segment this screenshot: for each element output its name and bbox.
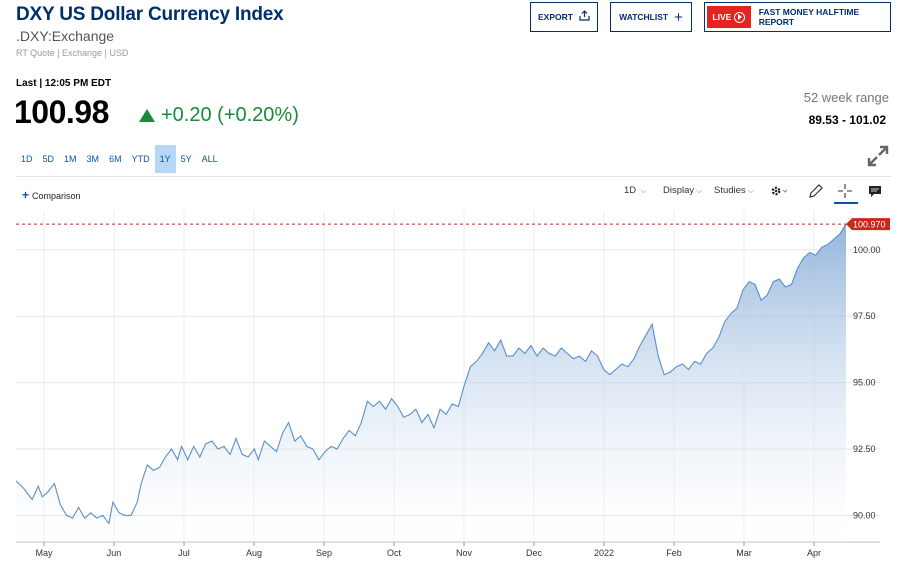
x-tick-label: Mar <box>736 548 752 558</box>
interval-select[interactable]: 1D ⌵ <box>624 185 647 196</box>
last-price: 100.98 <box>14 94 109 130</box>
range-value: 89.53 - 101.02 <box>808 113 886 127</box>
timeframe-1y[interactable]: 1Y <box>154 145 176 173</box>
timeframe-3m[interactable]: 3M <box>86 154 100 164</box>
range-label: 52 week range <box>803 90 889 105</box>
timeframe-5y[interactable]: 5Y <box>180 154 192 164</box>
last-time-label: Last | 12:05 PM EDT <box>16 78 112 89</box>
live-badge: LIVE <box>707 6 751 28</box>
timeframe-5d[interactable]: 5D <box>42 154 55 164</box>
live-show-label: FAST MONEY HALFTIME REPORT <box>758 7 860 27</box>
price-change: +0.20 (+0.20%) <box>139 104 299 127</box>
x-tick-label: Apr <box>807 548 821 558</box>
price-change-value: +0.20 (+0.20%) <box>161 104 299 126</box>
symbol-label: .DXY:Exchange <box>16 28 115 44</box>
price-chart[interactable]: 90.00 92.50 95.00 97.50 100.00 May Jun Jul Aug Se… <box>0 205 908 575</box>
active-tool-indicator <box>834 202 858 204</box>
x-tick-label: May <box>35 548 53 558</box>
plus-icon: + <box>674 8 683 26</box>
up-arrow-icon <box>139 109 155 122</box>
gear-icon[interactable] <box>768 181 788 201</box>
live-stream-button[interactable]: LIVE FAST MONEY HALFTIME REPORT <box>704 2 891 32</box>
x-tick-label: Jun <box>107 548 122 558</box>
y-tick-label: 95.00 <box>853 378 876 388</box>
play-icon <box>734 11 746 23</box>
export-button[interactable]: EXPORT <box>530 2 598 32</box>
studies-select[interactable]: Studies ⌵ <box>714 185 754 196</box>
timeframe-ytd[interactable]: YTD <box>131 154 150 164</box>
chevron-down-icon: ⌵ <box>638 186 647 195</box>
watchlist-button[interactable]: WATCHLIST + <box>610 2 692 32</box>
y-tick-label: 90.00 <box>853 510 876 520</box>
display-select[interactable]: Display ⌵ <box>663 185 703 196</box>
x-tick-label: Nov <box>456 548 473 558</box>
x-tick-label: Dec <box>526 548 543 558</box>
timeframe-1m[interactable]: 1M <box>64 154 77 164</box>
plus-icon: + <box>22 188 30 202</box>
y-tick-label: 92.50 <box>853 444 876 454</box>
series-area <box>16 224 846 542</box>
x-tick-label: Aug <box>246 548 262 558</box>
pencil-icon[interactable] <box>806 181 826 201</box>
share-icon <box>579 10 590 24</box>
x-tick-label: 2022 <box>594 548 614 558</box>
page-title: DXY US Dollar Currency Index <box>16 4 284 25</box>
last-value-label: 100.970 <box>853 220 886 230</box>
export-label: EXPORT <box>538 12 573 22</box>
timeframe-selector: 1D 5D 1M 3M 6M YTD 1Y 5Y ALL <box>16 145 223 173</box>
chevron-down-icon: ⌵ <box>747 186 754 195</box>
comparison-label: Comparison <box>32 191 81 201</box>
crosshair-icon[interactable] <box>835 181 855 201</box>
quote-meta: RT Quote | Exchange | USD <box>16 48 129 58</box>
expand-icon[interactable] <box>866 144 890 168</box>
timeframe-all[interactable]: ALL <box>201 154 218 164</box>
x-tick-label: Oct <box>387 548 402 558</box>
x-tick-label: Jul <box>178 548 190 558</box>
comparison-button[interactable]: + Comparison <box>22 188 81 202</box>
y-tick-label: 97.50 <box>853 311 876 321</box>
toolbar-divider <box>16 176 891 177</box>
watchlist-label: WATCHLIST <box>619 12 669 22</box>
series-line <box>15 223 847 525</box>
last-value-badge <box>846 218 890 231</box>
timeframe-6m[interactable]: 6M <box>109 154 122 164</box>
x-tick-label: Sep <box>316 548 332 558</box>
chevron-down-icon: ⌵ <box>696 186 703 195</box>
x-tick-label: Feb <box>666 548 682 558</box>
comment-icon[interactable] <box>865 181 885 201</box>
y-tick-label: 100.00 <box>853 245 881 255</box>
timeframe-1d[interactable]: 1D <box>21 154 33 164</box>
